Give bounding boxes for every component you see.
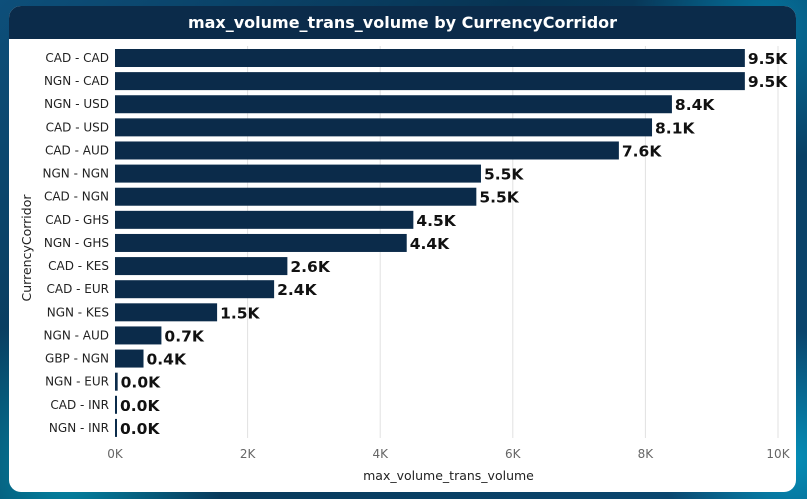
data-label: 2.4K [277,281,317,299]
data-label: 4.5K [416,212,456,230]
data-label: 0.7K [164,327,204,345]
category-label: GBP - NGN [45,352,109,366]
bar[interactable] [115,280,275,299]
data-label: 2.6K [290,258,330,276]
category-label: CAD - INR [50,398,109,412]
category-label: CAD - AUD [45,143,109,157]
category-label: CAD - EUR [47,282,110,296]
category-label: NGN - AUD [44,328,109,342]
data-label: 0.0K [120,420,160,438]
x-tick-label: 2K [240,447,257,461]
chart-title: max_volume_trans_volume by CurrencyCorri… [9,6,796,39]
bar[interactable] [115,187,477,206]
data-label: 9.5K [748,50,788,68]
chart-card: max_volume_trans_volume by CurrencyCorri… [9,6,796,492]
x-tick-label: 10K [766,447,790,461]
data-label: 5.5K [479,189,519,207]
bar[interactable] [115,257,288,276]
bar-chart: 0K 2K 4K 6K 8K 10K CAD - CAD 9.5K NGN - CAD 9.5K N… [19,46,791,483]
bar[interactable] [115,349,144,368]
category-label: NGN - EUR [45,375,109,389]
category-label: NGN - CAD [44,74,109,88]
category-label: CAD - USD [46,120,109,134]
category-label: NGN - INR [49,421,109,435]
data-label: 4.4K [410,235,450,253]
category-label: NGN - GHS [44,236,109,250]
bar[interactable] [115,118,653,137]
x-tick-label: 0K [107,447,124,461]
x-tick-label: 6K [505,447,522,461]
x-tick-label: 8K [638,447,655,461]
data-label: 0.0K [121,374,161,392]
data-label: 9.5K [748,73,788,91]
category-label: CAD - NGN [44,190,109,204]
x-tick-label: 4K [372,447,389,461]
category-label: CAD - GHS [45,213,109,227]
data-label: 8.1K [655,119,695,137]
bar[interactable] [115,141,619,160]
category-label: NGN - KES [47,305,109,319]
bar[interactable] [115,210,414,229]
bar[interactable] [115,49,745,67]
bar[interactable] [115,418,117,437]
x-axis-title: max_volume_trans_volume [363,468,534,483]
data-label: 1.5K [220,304,260,322]
bar[interactable] [115,303,218,322]
bar[interactable] [115,164,481,183]
data-label: 5.5K [484,166,524,184]
data-label: 7.6K [622,142,662,160]
category-label: NGN - NGN [43,167,109,181]
bar[interactable] [115,372,118,391]
category-label: CAD - CAD [45,51,109,65]
bar[interactable] [115,233,407,252]
bar[interactable] [115,95,672,114]
y-axis-title: CurrencyCorridor [19,194,34,302]
category-label: NGN - USD [44,97,109,111]
data-label: 8.4K [675,96,715,114]
bar[interactable] [115,326,162,345]
bar[interactable] [115,72,745,91]
data-label: 0.4K [147,351,187,369]
category-label: CAD - KES [48,259,109,273]
data-label: 0.0K [120,397,160,415]
bar[interactable] [115,395,117,414]
